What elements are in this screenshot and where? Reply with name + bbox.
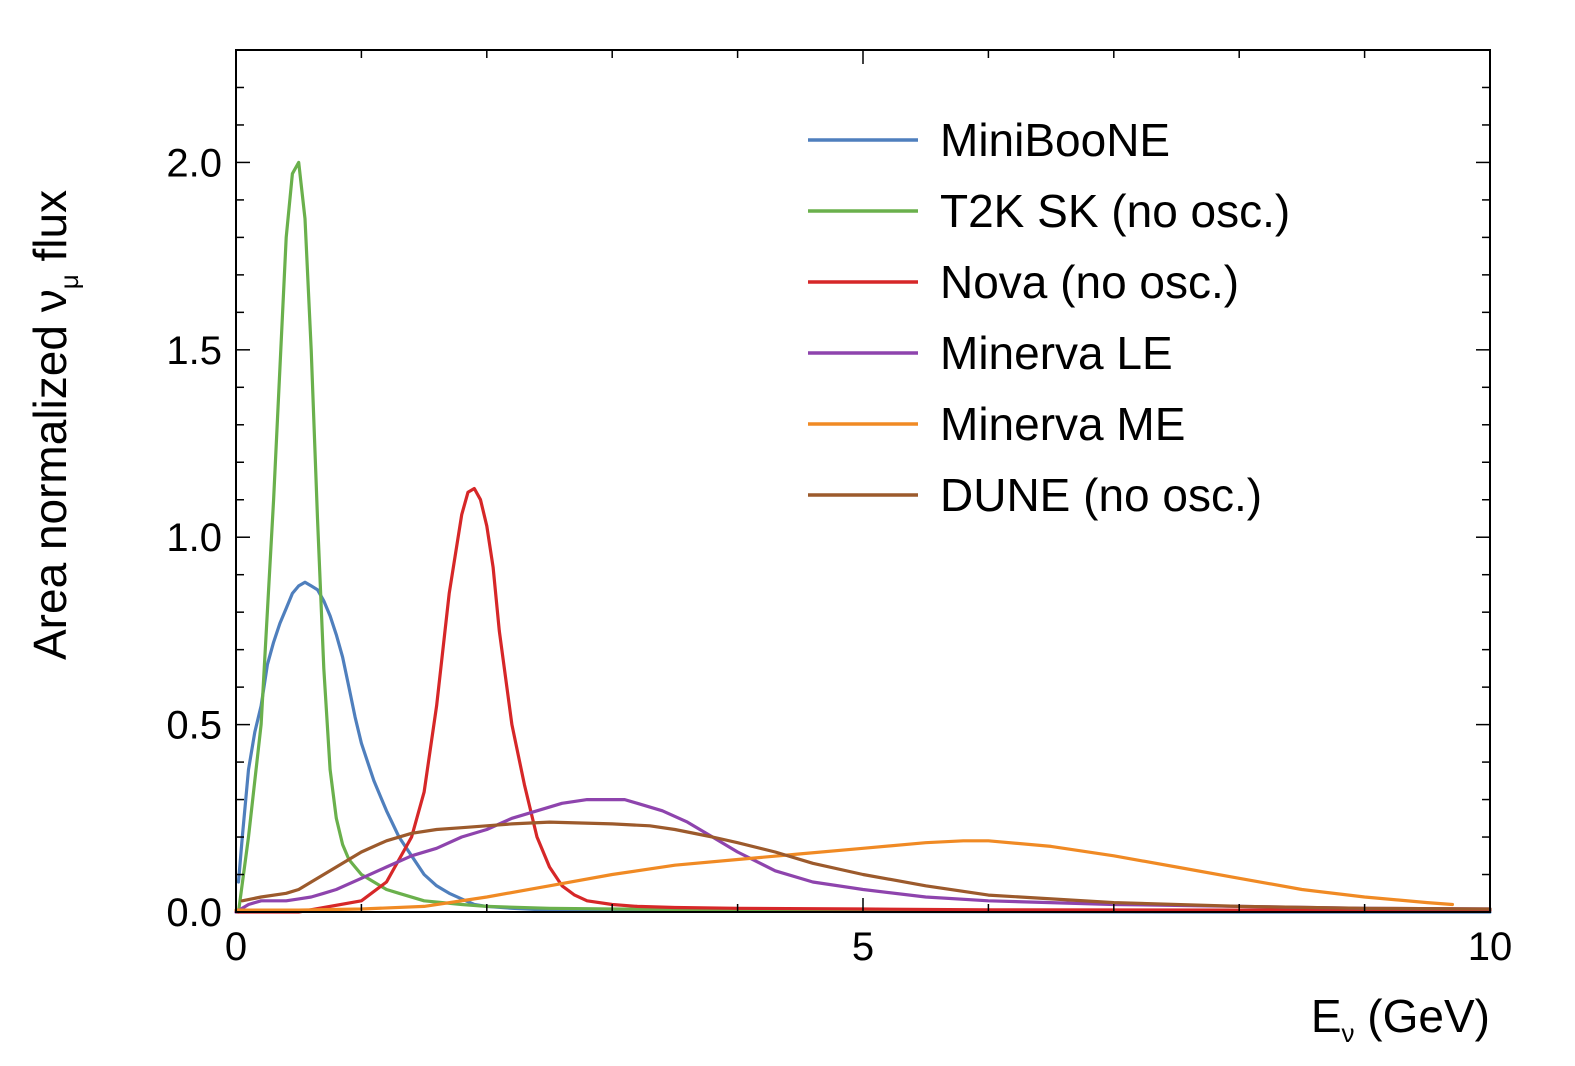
x-tick-label: 0	[225, 925, 247, 969]
x-tick-label: 5	[852, 925, 874, 969]
legend-label: Minerva LE	[940, 327, 1173, 379]
y-tick-label: 2.0	[166, 141, 222, 185]
legend-label: MiniBooNE	[940, 114, 1170, 166]
legend-label: Nova (no osc.)	[940, 256, 1239, 308]
tick-labels: 0 5 10 0.0 0.5 1.0 1.5 2.0	[166, 141, 1512, 969]
x-tick-label: 10	[1468, 925, 1513, 969]
series-line-3	[234, 797, 1492, 914]
series-line-2	[234, 486, 1492, 914]
y-tick-label: 1.5	[166, 329, 222, 373]
series-layer	[234, 160, 1492, 914]
series-line-4	[234, 839, 1455, 912]
plot-frame	[235, 49, 1491, 913]
y-tick-label: 0.0	[166, 891, 222, 935]
legend-label: Minerva ME	[940, 398, 1185, 450]
y-tick-label: 0.5	[166, 704, 222, 748]
series-line-5	[240, 820, 1492, 911]
legend: MiniBooNE T2K SK (no osc.) Nova (no osc.) M…	[808, 114, 1290, 521]
y-tick-label: 1.0	[166, 516, 222, 560]
x-axis-title: Eν (GeV)	[1311, 990, 1490, 1048]
legend-label: T2K SK (no osc.)	[940, 185, 1290, 237]
series-line-1	[236, 160, 1492, 914]
y-axis-title: Area normalized νμ flux	[24, 190, 84, 660]
legend-label: DUNE (no osc.)	[940, 469, 1262, 521]
series-line-0	[236, 580, 1492, 914]
